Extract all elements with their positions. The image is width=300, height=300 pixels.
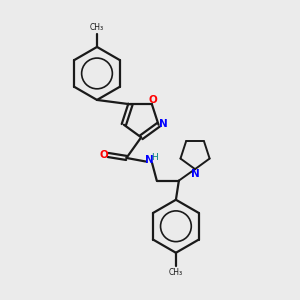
Text: N: N (159, 119, 168, 129)
Text: N: N (191, 169, 200, 179)
Text: CH₃: CH₃ (90, 22, 104, 32)
Text: O: O (148, 95, 157, 105)
Text: H: H (151, 153, 158, 162)
Text: CH₃: CH₃ (169, 268, 183, 277)
Text: N: N (145, 155, 154, 165)
Text: O: O (100, 150, 108, 160)
